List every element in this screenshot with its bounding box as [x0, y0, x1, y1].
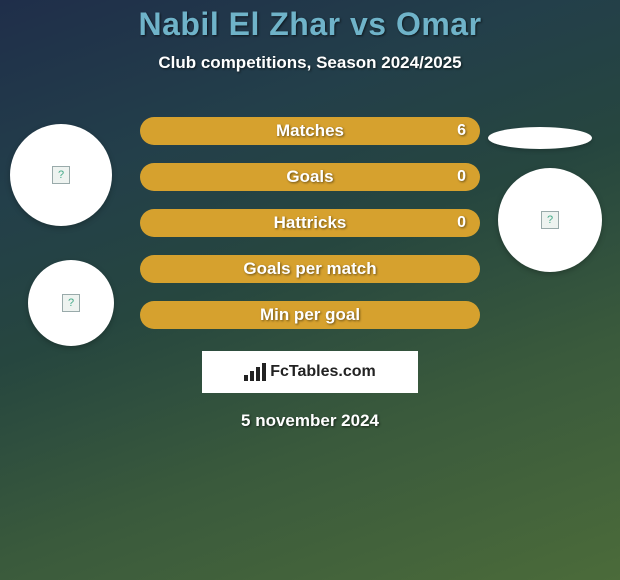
stat-bar-value: 0 [457, 214, 466, 232]
page-title: Nabil El Zhar vs Omar [0, 6, 620, 43]
date-text: 5 november 2024 [0, 411, 620, 431]
stat-bar: Hattricks 0 [140, 209, 480, 237]
stat-bar: Matches 6 [140, 117, 480, 145]
stat-bar-label: Hattricks [274, 213, 347, 233]
logo-chart-icon [244, 363, 266, 381]
stat-bar-label: Goals [286, 167, 333, 187]
stat-bar: Goals per match [140, 255, 480, 283]
stat-bar-value: 6 [457, 122, 466, 140]
stat-bar-label: Matches [276, 121, 344, 141]
stat-bars: Matches 6 Goals 0 Hattricks 0 Goals per match M… [140, 117, 480, 329]
stat-bar-label: Goals per match [243, 259, 376, 279]
content: Nabil El Zhar vs Omar Club competitions,… [0, 0, 620, 431]
stat-bar: Min per goal [140, 301, 480, 329]
page-subtitle: Club competitions, Season 2024/2025 [0, 53, 620, 73]
stat-bar-value: 0 [457, 168, 466, 186]
stat-bar: Goals 0 [140, 163, 480, 191]
logo-text: FcTables.com [270, 363, 376, 381]
stat-bar-label: Min per goal [260, 305, 360, 325]
logo-box: FcTables.com [202, 351, 418, 393]
